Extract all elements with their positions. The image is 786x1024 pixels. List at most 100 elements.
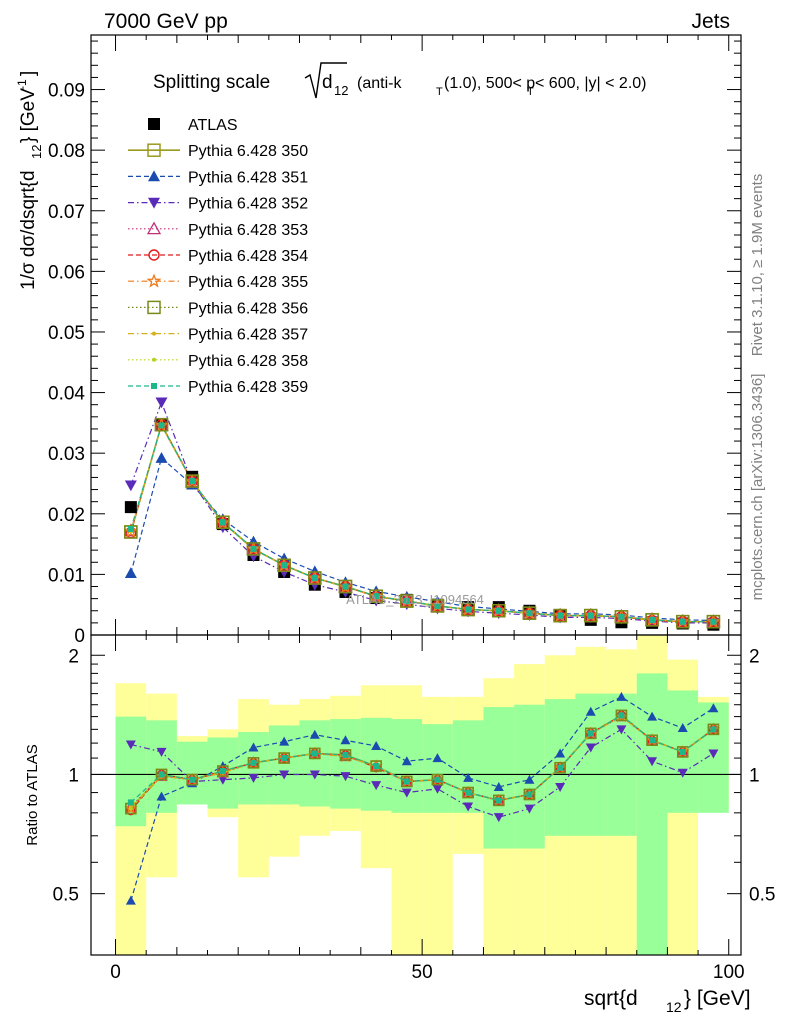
ratio-point-2 bbox=[677, 723, 688, 733]
ratio-point-2 bbox=[493, 781, 504, 791]
y-tick-label: 0.01 bbox=[48, 565, 85, 586]
legend-label: ATLAS bbox=[188, 117, 238, 134]
sqrt-sign bbox=[304, 62, 347, 99]
analysis-watermark: ATLAS_2013_I1094564 bbox=[346, 592, 484, 607]
ratio-frame bbox=[90, 634, 742, 956]
legend-label: Pythia 6.428 352 bbox=[188, 196, 308, 213]
x-tick-label: 0 bbox=[110, 962, 121, 983]
ratio-point-3 bbox=[125, 740, 136, 750]
ratio-point-3 bbox=[708, 749, 719, 759]
ratio-point-10 bbox=[219, 768, 226, 775]
ratio-point-10 bbox=[127, 799, 134, 806]
ratio-point-7 bbox=[554, 761, 566, 774]
ratio-point-3 bbox=[677, 768, 688, 778]
mc-point-10 bbox=[311, 575, 318, 582]
xlabel-sub: 12 bbox=[666, 999, 682, 1015]
ratio-point-3 bbox=[616, 725, 627, 735]
title-prefix: Splitting scale bbox=[153, 72, 270, 93]
rivet-label: Rivet 3.1.10, ≥ 1.9M events bbox=[749, 174, 766, 357]
ratio-point-3 bbox=[647, 757, 658, 767]
legend-marker bbox=[146, 221, 162, 235]
green-band-bin bbox=[330, 719, 361, 809]
mc-point-7 bbox=[492, 604, 506, 618]
ratio-point-3 bbox=[524, 804, 535, 814]
ratio-point-2 bbox=[156, 791, 167, 801]
legend-marker bbox=[147, 300, 161, 315]
legend-marker bbox=[148, 249, 160, 261]
ratio-point-2 bbox=[309, 729, 320, 739]
mc-point-2 bbox=[155, 452, 168, 463]
title-rest-1: (anti-k bbox=[357, 75, 402, 92]
ratio-point-7 bbox=[615, 709, 628, 722]
xlabel-end: } [GeV] bbox=[684, 987, 751, 1010]
mc-point-7 bbox=[369, 589, 383, 603]
ylabel-part1: 1/σ dσ/dsqrt{d bbox=[18, 170, 39, 290]
ratio-y-axis-label: Ratio to ATLAS bbox=[24, 744, 41, 845]
mc-point-6 bbox=[338, 579, 353, 594]
ratio-point-3 bbox=[555, 782, 566, 792]
series-line-3 bbox=[130, 400, 714, 624]
ratio-point-7 bbox=[707, 723, 720, 736]
mc-point-7 bbox=[461, 602, 475, 617]
mc-point-7 bbox=[584, 608, 598, 623]
ratio-point-7 bbox=[676, 746, 689, 758]
xlabel-part1: sqrt{d bbox=[584, 987, 638, 1010]
green-band-bin bbox=[391, 719, 423, 813]
title-pt-sub: T bbox=[527, 86, 534, 98]
ratio-point-3 bbox=[156, 747, 167, 757]
ratio-y-tick-label: 1 bbox=[68, 765, 79, 786]
mc-point-7 bbox=[308, 571, 322, 585]
ratio-point-3 bbox=[309, 770, 320, 780]
mc-point-10 bbox=[219, 519, 226, 526]
ratio-point-3 bbox=[432, 784, 443, 794]
ratio-y-tick-label: 0.5 bbox=[53, 885, 79, 906]
legend-label: Pythia 6.428 355 bbox=[188, 274, 308, 291]
ratio-point-7 bbox=[370, 760, 382, 772]
ratio-point-6 bbox=[124, 801, 138, 815]
ratio-point-2 bbox=[647, 711, 658, 721]
ratio-point-2 bbox=[555, 748, 566, 758]
mc-point-3 bbox=[124, 480, 137, 492]
ratio-point-10 bbox=[649, 737, 656, 744]
y-tick-label: 0.02 bbox=[48, 505, 85, 526]
mc-point-10 bbox=[373, 593, 380, 600]
mc-point-10 bbox=[403, 598, 410, 605]
ratio-point-10 bbox=[587, 730, 594, 737]
ratio-y-tick-label: 2 bbox=[68, 646, 79, 667]
ratio-point-2 bbox=[432, 753, 443, 763]
title-rest-3: < 600, |y| < 2.0) bbox=[535, 75, 647, 92]
mc-point-7 bbox=[185, 474, 199, 488]
legend-label: Pythia 6.428 351 bbox=[188, 169, 308, 186]
legend-label: Pythia 6.428 353 bbox=[188, 222, 308, 239]
mc-point-10 bbox=[679, 618, 686, 625]
mc-point-7 bbox=[154, 417, 169, 432]
ratio-line-2 bbox=[130, 696, 714, 901]
ratio-point-7 bbox=[585, 727, 597, 740]
ratio-point-10 bbox=[342, 751, 349, 758]
ratio-point-10 bbox=[189, 776, 196, 783]
mc-point-6 bbox=[184, 473, 200, 488]
ratio-point-2 bbox=[708, 703, 719, 713]
mc-point-7 bbox=[675, 614, 690, 629]
mc-point-7 bbox=[277, 558, 291, 573]
ratio-point-6 bbox=[614, 709, 629, 723]
mc-point-10 bbox=[526, 610, 533, 617]
ratio-point-3 bbox=[279, 770, 290, 780]
plot-title: Splitting scale d 12 (anti-k T (1.0), 50… bbox=[153, 62, 647, 99]
header-analysis: Jets bbox=[691, 10, 730, 33]
y-tick-label: 0.08 bbox=[48, 141, 85, 162]
ratio-point-3 bbox=[585, 743, 596, 753]
ratio-y-tick-label-right: 2 bbox=[749, 646, 760, 667]
ratio-point-7 bbox=[493, 794, 505, 807]
ratio-point-7 bbox=[247, 757, 260, 769]
ratio-point-2 bbox=[401, 756, 412, 766]
green-band-bin bbox=[452, 720, 484, 813]
ratio-point-10 bbox=[557, 764, 564, 771]
ratio-point-10 bbox=[434, 776, 441, 783]
y-tick-label: 0.05 bbox=[48, 323, 85, 344]
mc-point-10 bbox=[250, 545, 257, 552]
main-y-axis-label: 1/σ dσ/dsqrt{d 12 } [GeV -1 ] bbox=[15, 71, 44, 290]
ratio-point-10 bbox=[250, 759, 257, 766]
ratio-point-7 bbox=[155, 768, 168, 781]
ratio-point-3 bbox=[463, 802, 474, 812]
